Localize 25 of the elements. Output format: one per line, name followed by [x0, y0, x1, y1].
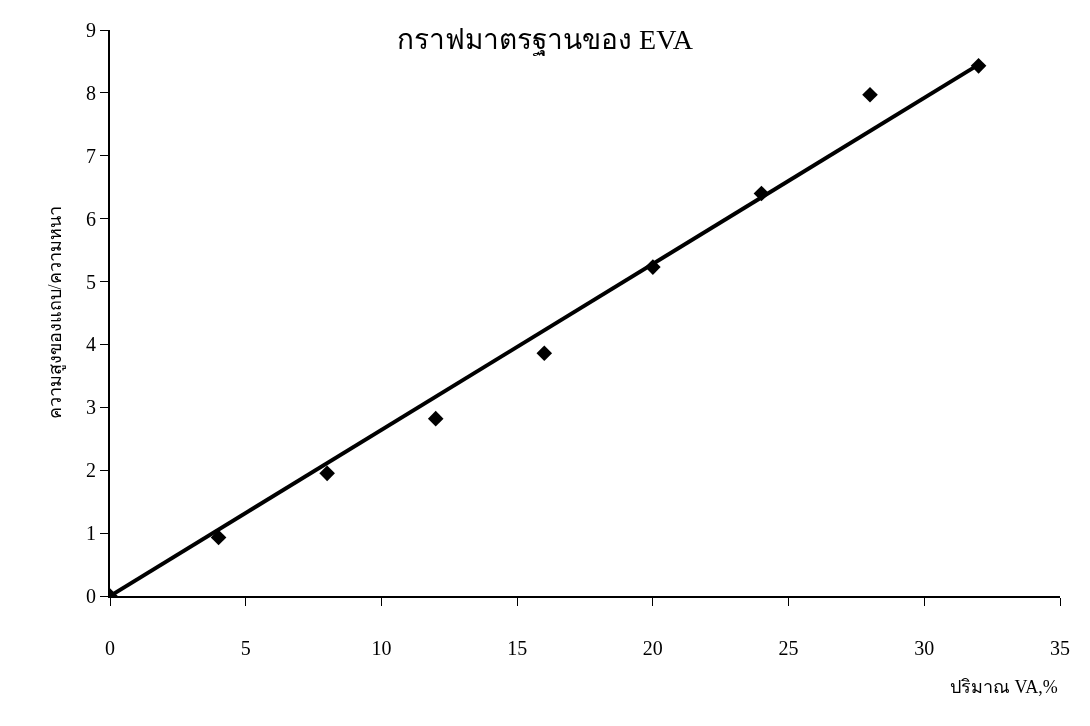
y-tick-label: 4: [86, 333, 96, 356]
y-tick-label: 5: [86, 270, 96, 293]
y-tick-label: 7: [86, 144, 96, 167]
point: [536, 345, 553, 362]
y-tick-label: 9: [86, 19, 96, 41]
point: [319, 465, 335, 482]
y-axis-title: ความสูงของแถบ/ความหนา: [44, 206, 66, 420]
x-tick-label: 10: [371, 637, 392, 659]
x-axis-title: ปริมาณ VA,%: [950, 677, 1058, 697]
point: [427, 410, 444, 427]
x-tick-label: 15: [507, 637, 528, 659]
x-tick-label: 20: [642, 637, 663, 659]
y-tick-label: 3: [86, 396, 96, 419]
y-tick-label: 0: [86, 585, 96, 607]
y-tick-label: 1: [86, 522, 96, 545]
x-tick-label: 25: [778, 637, 799, 659]
x-tick-label: 30: [914, 637, 935, 659]
y-tick-label: 2: [86, 459, 96, 482]
y-tick-label: 6: [86, 207, 96, 230]
y-tick-label: 8: [86, 81, 96, 104]
chart-title: กราฟมาตรฐานของ EVA: [397, 23, 694, 56]
x-tick-label: 0: [105, 637, 115, 659]
x-tick-label: 5: [240, 637, 251, 659]
point: [862, 86, 878, 103]
x-tick-label: 35: [1050, 637, 1070, 659]
